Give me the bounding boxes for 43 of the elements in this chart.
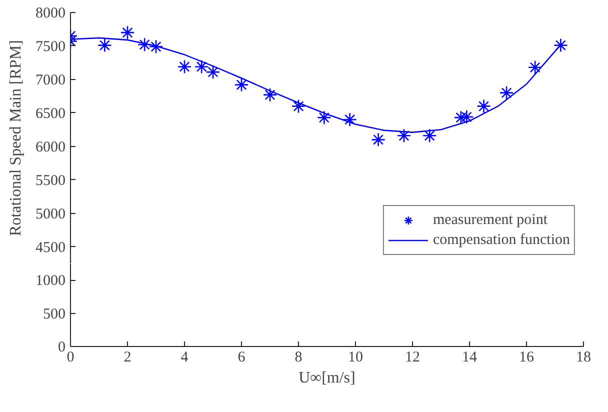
point (317, 110, 332, 125)
point (528, 60, 542, 75)
y-tick-label: 4500 (36, 240, 66, 256)
y-tick-label: 1000 (36, 273, 66, 290)
y-tick-label: 8000 (36, 6, 66, 22)
legend-label: measurement point (432, 212, 548, 228)
x-tick-label: 12 (405, 350, 420, 366)
x-tick-label: 6 (238, 350, 246, 366)
y-tick-label: 6500 (36, 106, 66, 122)
y-tick-label: 500 (43, 306, 66, 322)
point (499, 86, 514, 100)
point (194, 60, 209, 74)
point (371, 132, 386, 147)
point (554, 38, 568, 52)
point (234, 78, 249, 92)
point (422, 128, 437, 143)
y-tick-label: 5500 (36, 172, 66, 189)
y-tick-label: 6000 (36, 139, 66, 156)
x-tick-label: 10 (348, 350, 363, 366)
y-tick-label: 5000 (36, 206, 66, 222)
x-tick-label: 4 (180, 350, 189, 366)
point (120, 25, 135, 40)
x-axis-title: U∞[m/s] (298, 370, 356, 386)
point (396, 128, 412, 143)
point (148, 39, 164, 54)
point (206, 64, 220, 80)
x-tick-label: 16 (519, 350, 534, 366)
y-tick-label: 7500 (36, 38, 66, 55)
point (291, 99, 306, 114)
point (98, 38, 112, 52)
x-tick-label: 18 (576, 350, 591, 366)
y-tick-label: 0 (58, 340, 66, 356)
point (262, 88, 278, 102)
point (177, 60, 192, 74)
y-tick-label: 7000 (36, 72, 66, 88)
point (476, 99, 491, 114)
legend-label: compensation function (432, 232, 570, 248)
x-tick-label: 2 (124, 350, 132, 366)
point (342, 112, 357, 127)
y-axis-title: Rotational Speed Main [RPM] (8, 40, 24, 236)
point (137, 37, 152, 52)
x-tick-label: 8 (294, 350, 302, 366)
x-tick-label: 14 (462, 350, 478, 366)
